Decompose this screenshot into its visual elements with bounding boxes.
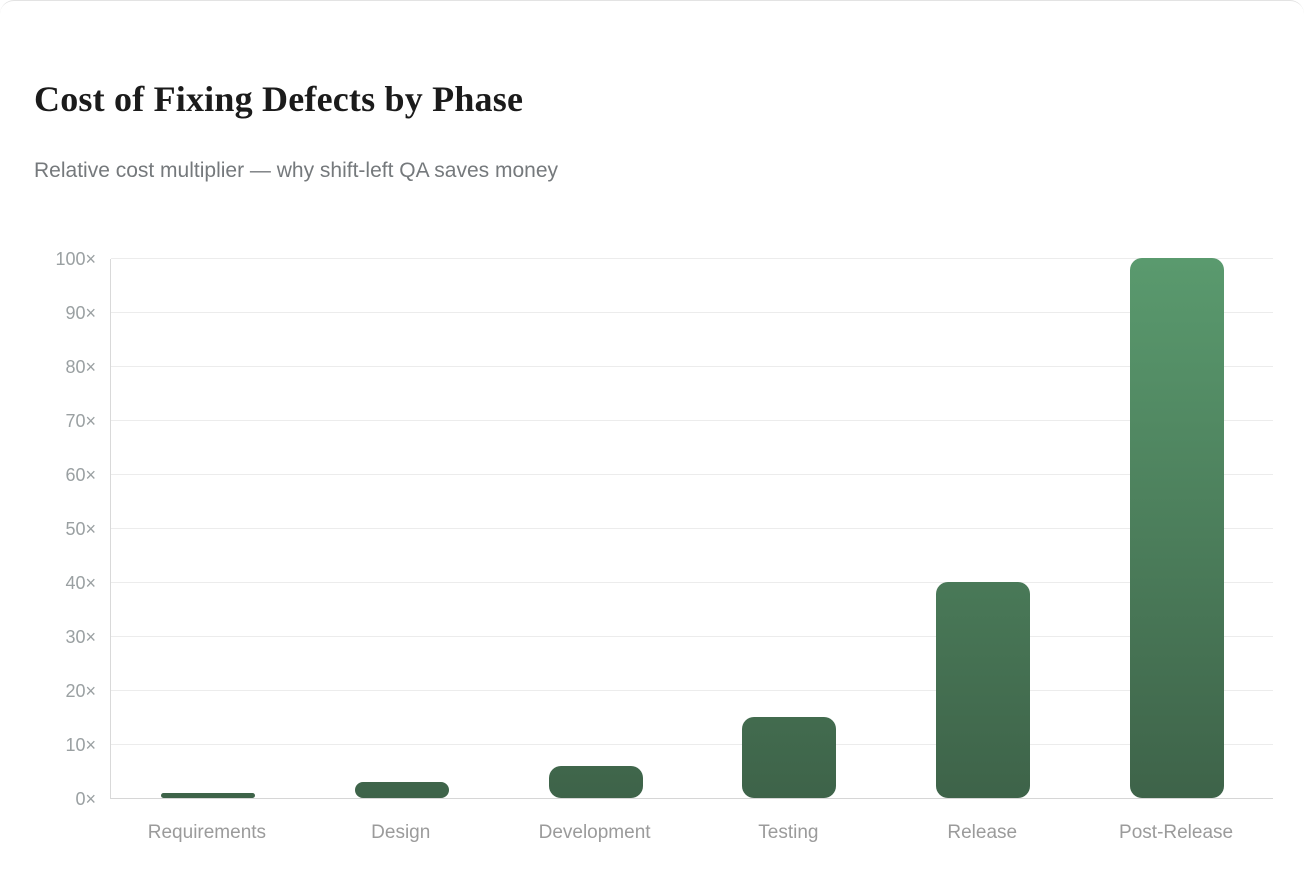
plot-area — [110, 258, 1273, 799]
gridline-10 — [111, 744, 1273, 745]
x-tick-label-post-release: Post-Release — [1119, 822, 1234, 843]
x-tick-label-testing: Testing — [758, 822, 819, 843]
y-tick-label-60: 60× — [65, 465, 96, 485]
bar-requirements — [160, 792, 255, 798]
gridline-40 — [111, 582, 1273, 583]
bar-design — [354, 781, 449, 798]
gridline-80 — [111, 366, 1273, 367]
page-title: Cost of Fixing Defects by Phase — [34, 79, 524, 119]
x-tick-label-requirements: Requirements — [147, 822, 267, 843]
y-tick-label-70: 70× — [65, 411, 96, 431]
x-tick-label-design: Design — [371, 822, 431, 843]
y-tick-label-20: 20× — [65, 681, 96, 701]
bar-chart: 0× 10× 20× 30× 40× 50× 60× 70× 80× 90× 100× Requir… — [0, 250, 1273, 896]
bar-post-release — [1130, 258, 1225, 798]
y-tick-label-80: 80× — [65, 357, 96, 377]
gridline-30 — [111, 636, 1273, 637]
bar-release — [936, 582, 1031, 798]
y-tick-label-0: 0× — [75, 789, 96, 809]
gridline-20 — [111, 690, 1273, 691]
y-tick-label-50: 50× — [65, 519, 96, 539]
y-tick-label-30: 30× — [65, 627, 96, 647]
y-tick-label-40: 40× — [65, 573, 96, 593]
bar-development — [548, 765, 643, 798]
x-tick-label-release: Release — [947, 822, 1018, 843]
x-tick-label-development: Development — [538, 822, 651, 843]
gridline-100 — [111, 258, 1273, 259]
bar-testing — [742, 717, 837, 798]
y-tick-label-90: 90× — [65, 303, 96, 323]
gridline-70 — [111, 420, 1273, 421]
y-tick-label-100: 100× — [55, 249, 96, 269]
y-tick-label-10: 10× — [65, 735, 96, 755]
gridline-90 — [111, 312, 1273, 313]
gridline-60 — [111, 474, 1273, 475]
gridline-50 — [111, 528, 1273, 529]
page-subtitle: Relative cost multiplier — why shift-lef… — [34, 159, 559, 182]
